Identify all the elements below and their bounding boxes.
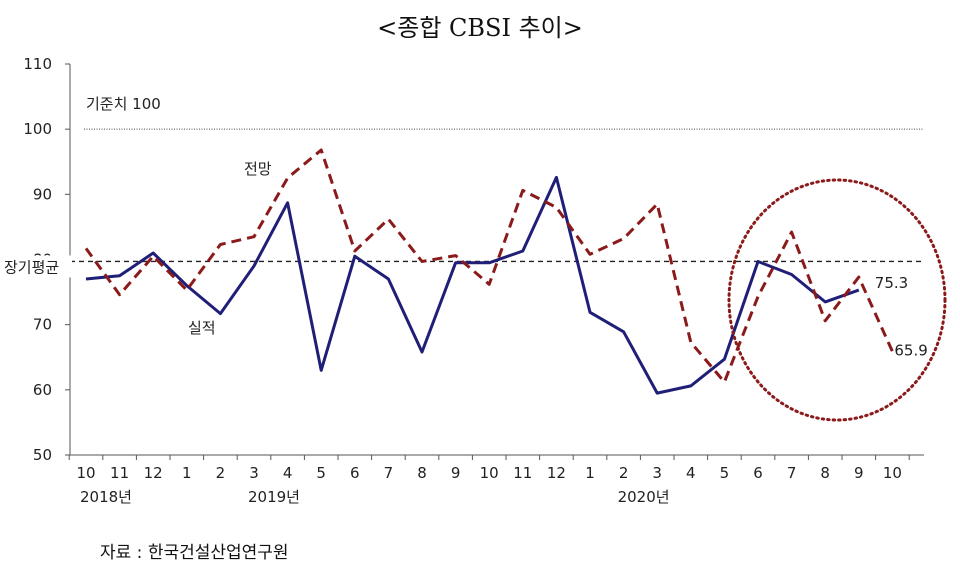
x-tick-label: 5 xyxy=(720,464,730,482)
x-tick-label: 9 xyxy=(451,464,461,482)
y-tick-label: 110 xyxy=(23,55,52,73)
x-tick-label: 7 xyxy=(384,464,394,482)
x-tick-label: 2 xyxy=(619,464,629,482)
source-note: 자료 : 한국건설산업연구원 xyxy=(100,543,289,563)
x-tick-label: 8 xyxy=(417,464,427,482)
baseline-100-label: 기준치 100 xyxy=(86,95,161,113)
x-tick-label: 3 xyxy=(249,464,259,482)
x-tick-label: 10 xyxy=(883,464,902,482)
y-tick-label: 50 xyxy=(33,446,52,464)
x-tick-label: 10 xyxy=(76,464,95,482)
y-tick-label: 90 xyxy=(33,185,52,203)
x-tick-label: 6 xyxy=(350,464,360,482)
x-tick-label: 7 xyxy=(787,464,797,482)
y-tick-label: 100 xyxy=(23,120,52,138)
x-tick-label: 2 xyxy=(216,464,226,482)
y-tick-label: 70 xyxy=(33,316,52,334)
actual-series-label: 실적 xyxy=(188,319,216,337)
x-tick-label: 3 xyxy=(652,464,662,482)
average-label-bg xyxy=(2,255,72,278)
highlight-circle xyxy=(727,178,947,422)
series-forecast-line xyxy=(84,148,894,384)
forecast-last-value-label: 65.9 xyxy=(894,341,927,359)
x-tick-label: 9 xyxy=(854,464,864,482)
x-tick-label: 8 xyxy=(820,464,830,482)
series-lines xyxy=(84,148,894,395)
x-tick-label: 12 xyxy=(547,464,566,482)
highlight-ellipse xyxy=(727,178,947,422)
x-tick-label: 6 xyxy=(753,464,763,482)
x-tick-label: 4 xyxy=(686,464,696,482)
x-tick-label: 4 xyxy=(283,464,293,482)
actual-last-value-label: 75.3 xyxy=(875,274,908,292)
forecast-series-label: 전망 xyxy=(244,160,272,178)
x-tick-label: 12 xyxy=(144,464,163,482)
long-term-average-label: 장기평균 xyxy=(4,258,59,276)
year-label: 2019년 xyxy=(248,488,300,506)
axes: 5060708090100110101112123456789101112123… xyxy=(23,55,924,506)
year-label: 2018년 xyxy=(80,488,132,506)
year-label: 2020년 xyxy=(618,488,670,506)
x-tick-label: 1 xyxy=(585,464,595,482)
y-tick-label: 60 xyxy=(33,381,52,399)
x-tick-label: 11 xyxy=(513,464,532,482)
x-tick-label: 10 xyxy=(480,464,499,482)
x-tick-label: 1 xyxy=(182,464,192,482)
x-tick-label: 11 xyxy=(110,464,129,482)
series-actual-line xyxy=(85,175,860,395)
reference-lines: 기준치 100 장기평균 xyxy=(2,95,924,278)
chart-title: <종합 CBSI 추이> xyxy=(377,14,583,42)
x-tick-label: 5 xyxy=(316,464,326,482)
